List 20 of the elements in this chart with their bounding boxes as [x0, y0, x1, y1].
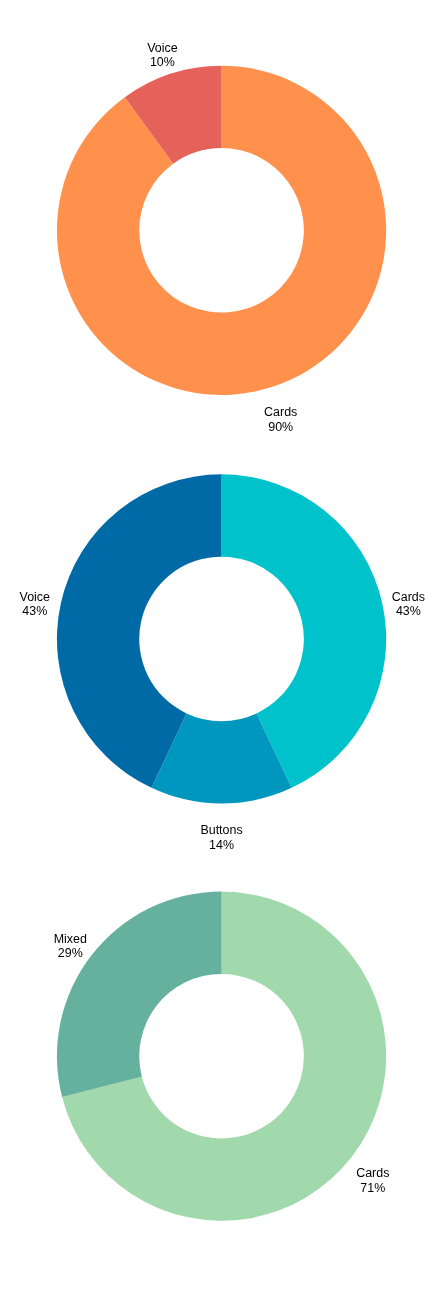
data-label: 43%	[395, 604, 421, 619]
data-label: 10%	[149, 55, 175, 70]
data-label: 14%	[209, 837, 234, 852]
slice-label: Mixed	[53, 931, 87, 946]
slice-label: Voice	[19, 590, 51, 605]
donut-slice	[221, 474, 387, 788]
data-label: 71%	[360, 1180, 386, 1195]
donut-slice	[56, 891, 222, 1098]
donut-slice	[151, 713, 292, 804]
donut-slice	[57, 65, 387, 395]
slice-label: Cards	[356, 1166, 390, 1181]
slice-label: Cards	[264, 405, 298, 420]
data-label: 43%	[22, 604, 48, 619]
donut-slice	[124, 65, 222, 164]
slice-label: Cards	[391, 590, 425, 605]
data-label: 29%	[57, 946, 83, 961]
donut-slice	[57, 474, 222, 788]
slice-label: Voice	[147, 41, 178, 56]
slice-label: Buttons	[200, 823, 243, 838]
data-label: 90%	[268, 419, 294, 434]
